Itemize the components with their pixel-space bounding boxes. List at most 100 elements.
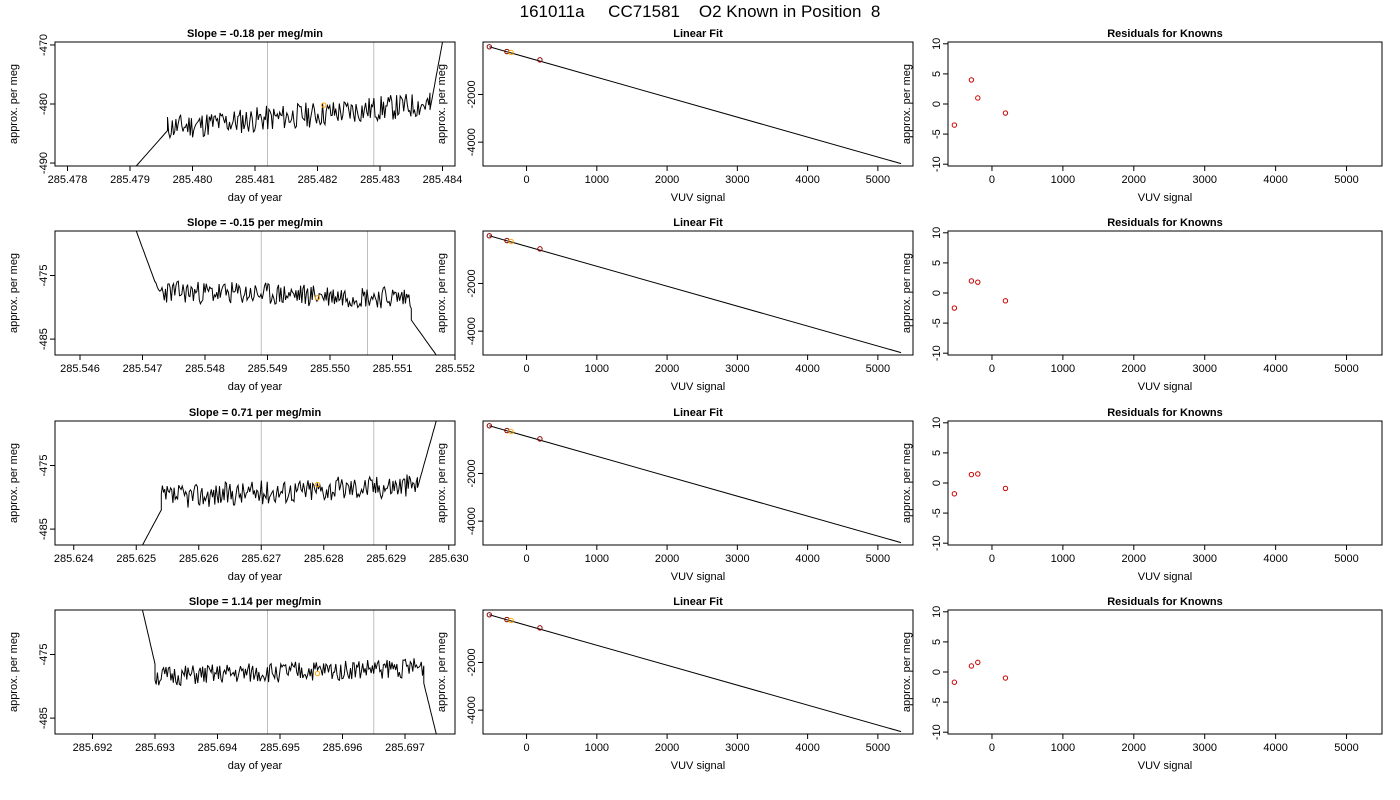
x-axis: 285.692 285.693 285.694 285.695 285.696 285.6… [73,734,425,754]
y-tick-label: -2000 [466,648,478,676]
x-tick-label: 285.550 [310,363,350,375]
x-tick-label: 1000 [585,553,609,565]
y-axis: -4000 -2000 [466,269,483,345]
x-tick-label: 5000 [1334,553,1358,565]
x-tick-label: 5000 [866,553,890,565]
y-axis-label: approx. per meg [436,632,448,712]
x-tick-label: 2000 [655,363,679,375]
x-tick-label: 285.548 [185,363,225,375]
chart-title: Residuals for Knowns [1107,217,1223,229]
plot-frame [54,609,456,735]
x-tick-label: 285.694 [198,742,238,754]
y-tick-label: 0 [931,101,943,107]
y-tick-label: -4000 [466,696,478,724]
x-axis: 285.546 285.547 285.548 285.549 285.550 285.5… [60,355,475,375]
chart-panel-8: Linear Fit 0 1000 2000 3000 4000 5000 VUV signa… [436,407,914,583]
page-title: 161011a CC71581 O2 Known in Position 8 [519,2,881,21]
chart-panel-11: Linear Fit 0 1000 2000 3000 4000 5000 VUV signa… [436,596,914,772]
y-axis: -4000 -2000 [466,459,483,535]
x-tick-label: 2000 [1122,553,1146,565]
y-tick-label: 0 [931,290,943,296]
x-tick-label: 2000 [655,553,679,565]
x-tick-label: 2000 [655,174,679,186]
y-tick-label: -5 [931,508,943,518]
data-point [321,102,327,108]
y-axis: -10 -5 0 5 10 [931,227,948,361]
x-axis-label: VUV signal [671,192,725,204]
x-tick-label: 3000 [1192,553,1216,565]
x-axis: 0 1000 2000 3000 4000 5000 [523,734,890,754]
x-tick-label: 4000 [795,742,819,754]
x-tick-label: 285.627 [241,553,281,565]
x-axis-label: VUV signal [1138,192,1192,204]
x-tick-label: 1000 [585,742,609,754]
chart-title: Slope = 0.71 per meg/min [189,407,322,419]
x-axis-label: day of year [228,381,283,393]
x-axis: 0 1000 2000 3000 4000 5000 [523,355,890,375]
fit-line [489,425,902,544]
data-point [314,481,321,488]
data-point [314,295,321,301]
y-tick-label: 5 [931,71,943,77]
y-axis-label: approx. per meg [436,443,448,523]
x-tick-label: 1000 [1051,742,1075,754]
x-tick-label: 4000 [795,174,819,186]
y-tick-label: -5 [931,129,943,139]
x-tick-label: 3000 [725,363,749,375]
x-tick-label: 285.482 [298,174,338,186]
x-axis: 0 1000 2000 3000 4000 5000 [523,166,890,186]
x-tick-label: 285.479 [110,174,150,186]
data-point [975,95,981,101]
y-tick-label: -485 [38,328,50,350]
x-tick-label: 5000 [1334,742,1358,754]
y-tick-label: -490 [38,152,50,174]
x-tick-label: 2000 [1122,363,1146,375]
y-axis: -485 -475 [38,454,55,540]
x-axis-label: VUV signal [671,381,725,393]
x-tick-label: 4000 [1263,363,1287,375]
data-point [975,279,981,285]
x-tick-label: 285.480 [173,174,213,186]
x-axis-label: VUV signal [1138,760,1192,772]
x-tick-label: 0 [523,553,529,565]
plot-frame [482,609,914,735]
y-tick-label: -10 [931,724,943,740]
x-tick-label: 285.478 [48,174,88,186]
plot-frame [54,230,456,356]
chart-title: Slope = 1.14 per meg/min [189,596,322,608]
x-tick-label: 3000 [725,174,749,186]
x-tick-label: 285.628 [304,553,344,565]
x-tick-label: 2000 [655,742,679,754]
y-axis: -490 -480 -470 [38,34,55,174]
x-tick-label: 3000 [725,742,749,754]
y-tick-label: -10 [931,345,943,361]
y-tick-label: 0 [931,480,943,486]
x-axis-label: day of year [228,571,283,583]
data-point [508,238,514,245]
x-tick-label: 3000 [1192,363,1216,375]
x-tick-label: 285.551 [373,363,413,375]
x-tick-label: 1000 [1051,174,1075,186]
x-tick-label: 0 [989,553,995,565]
data-point [968,663,975,669]
x-tick-label: 4000 [795,553,819,565]
y-axis: -485 -475 [38,264,55,350]
y-tick-label: 0 [931,669,943,675]
y-tick-label: -2000 [466,459,478,487]
data-point [508,617,514,624]
data-point [537,625,543,631]
plot-frame [54,41,456,167]
x-tick-label: 0 [989,363,995,375]
y-tick-label: -485 [38,518,50,540]
y-tick-label: -475 [38,454,50,476]
y-axis-label: approx. per meg [436,64,448,144]
y-tick-label: -475 [38,264,50,286]
data-point [968,471,975,478]
y-axis-label: approx. per meg [8,443,20,523]
data-point [537,57,543,63]
x-tick-label: 1000 [1051,553,1075,565]
